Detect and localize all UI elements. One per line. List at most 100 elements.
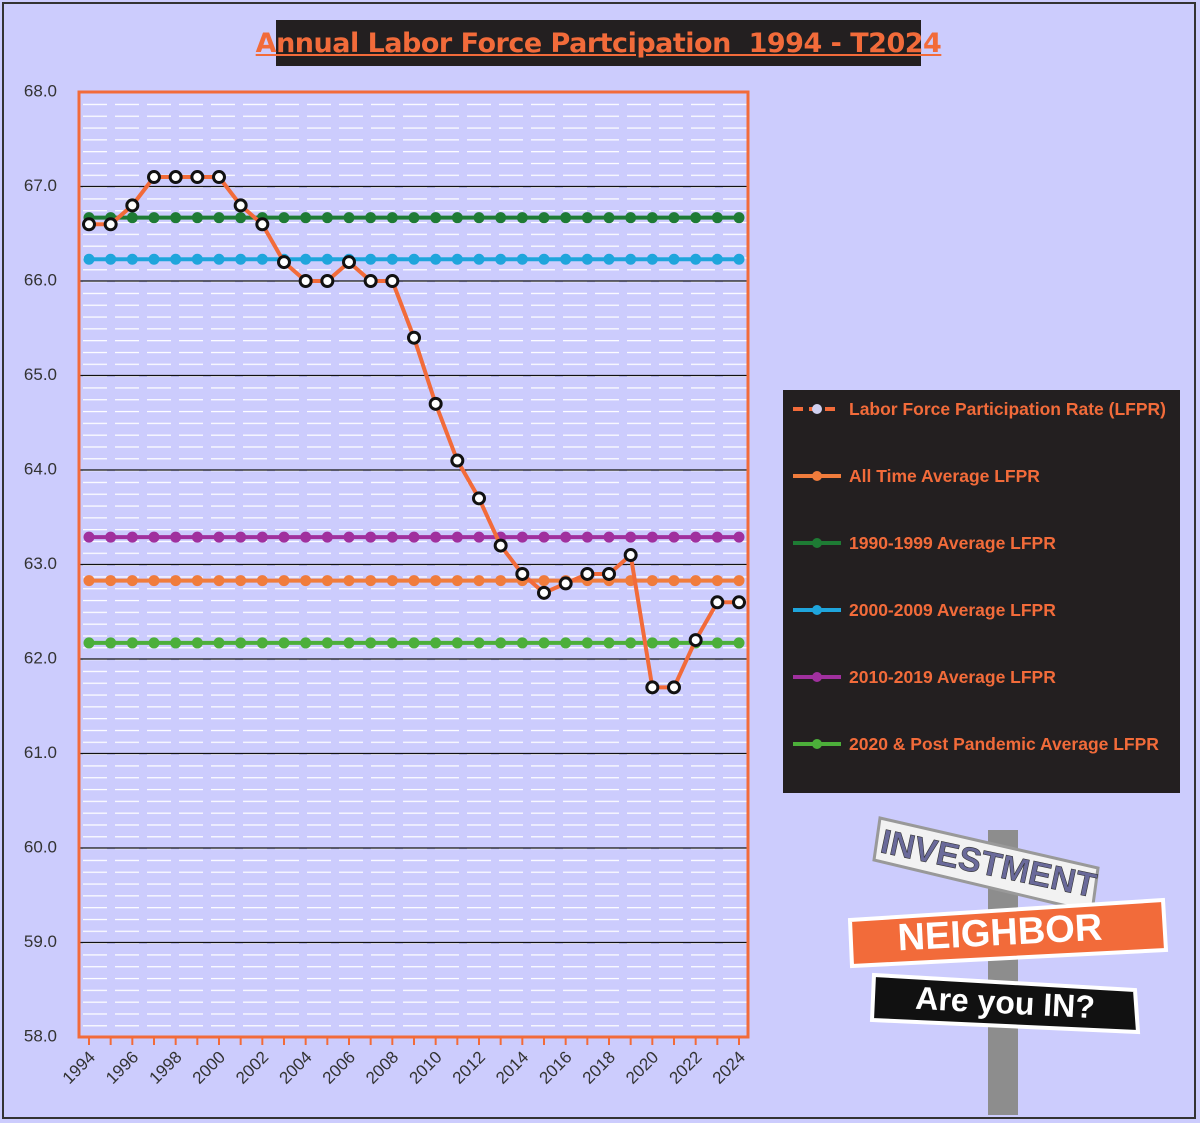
lfpr-marker xyxy=(602,566,616,581)
legend-item: All Time Average LFPR xyxy=(791,465,1174,532)
average-marker xyxy=(560,212,572,224)
average-marker xyxy=(711,575,723,587)
average-marker xyxy=(170,253,182,265)
average-marker xyxy=(148,253,160,265)
average-marker xyxy=(213,253,225,265)
x-tick-label: 2014 xyxy=(492,1048,532,1088)
average-marker xyxy=(148,531,160,543)
lfpr-marker xyxy=(168,170,183,185)
legend-swatch xyxy=(793,404,841,414)
legend: Labor Force Participation Rate (LFPR) All… xyxy=(783,390,1180,793)
lfpr-marker xyxy=(580,566,595,581)
average-marker xyxy=(733,212,745,224)
average-marker xyxy=(213,575,225,587)
x-tick-label: 1994 xyxy=(59,1048,99,1088)
x-tick-label: 2022 xyxy=(665,1048,705,1088)
average-marker xyxy=(213,637,225,649)
lfpr-marker xyxy=(667,680,681,695)
average-marker xyxy=(733,531,745,543)
average-marker xyxy=(321,575,333,587)
average-marker xyxy=(235,575,247,587)
chart-title: Annual Labor Force Partcipation 1994 - T… xyxy=(255,27,942,59)
plot-border xyxy=(77,90,750,1039)
legend-label: 2000-2009 Average LFPR xyxy=(849,600,1056,620)
lfpr-marker xyxy=(407,330,421,345)
average-marker xyxy=(625,637,637,649)
average-marker xyxy=(538,575,550,587)
average-marker xyxy=(711,637,723,649)
x-tick-label: 2024 xyxy=(709,1048,749,1088)
average-marker xyxy=(83,637,95,649)
x-tick-label: 2020 xyxy=(622,1048,662,1088)
average-marker xyxy=(343,531,355,543)
average-marker xyxy=(516,637,528,649)
legend-marker xyxy=(812,471,822,481)
average-marker xyxy=(126,575,138,587)
average-marker xyxy=(213,531,225,543)
average-marker xyxy=(495,212,507,224)
legend-marker xyxy=(812,739,822,749)
average-marker xyxy=(235,637,247,649)
lfpr-marker xyxy=(255,217,270,232)
average-marker xyxy=(451,212,463,224)
average-marker xyxy=(365,575,377,587)
average-marker xyxy=(386,637,398,649)
lfpr-marker xyxy=(125,198,140,213)
average-marker xyxy=(278,575,290,587)
average-marker xyxy=(148,212,160,224)
x-tick-label: 1998 xyxy=(145,1048,185,1088)
average-marker xyxy=(300,531,312,543)
average-marker xyxy=(365,253,377,265)
y-tick-label: 66.0 xyxy=(24,270,57,289)
sign-street xyxy=(869,972,1141,1035)
lfpr-marker xyxy=(147,170,161,185)
lfpr-marker xyxy=(342,255,356,270)
legend-label: All Time Average LFPR xyxy=(849,466,1040,486)
average-marker xyxy=(646,531,658,543)
x-tick-label: 2000 xyxy=(189,1048,229,1088)
average-marker xyxy=(235,212,247,224)
average-marker xyxy=(278,531,290,543)
average-marker xyxy=(365,212,377,224)
average-marker xyxy=(560,531,572,543)
average-marker xyxy=(213,212,225,224)
average-marker xyxy=(495,637,507,649)
x-tick-label: 2016 xyxy=(535,1048,575,1088)
y-tick-label: 62.0 xyxy=(24,648,57,667)
y-tick-label: 61.0 xyxy=(24,743,57,762)
average-marker xyxy=(408,212,420,224)
average-marker xyxy=(538,531,550,543)
average-marker xyxy=(646,575,658,587)
average-marker xyxy=(538,212,550,224)
average-marker xyxy=(581,212,593,224)
average-marker xyxy=(581,253,593,265)
average-marker xyxy=(711,531,723,543)
average-marker xyxy=(126,637,138,649)
average-marker xyxy=(560,253,572,265)
average-marker xyxy=(430,253,442,265)
lfpr-marker xyxy=(428,396,443,411)
average-marker xyxy=(126,253,138,265)
lfpr-marker xyxy=(710,595,725,610)
y-tick-label: 63.0 xyxy=(24,554,57,573)
average-marker xyxy=(668,637,680,649)
legend-label: 2020 & Post Pandemic Average LFPR xyxy=(849,734,1159,754)
x-tick-label: 2008 xyxy=(362,1048,402,1088)
y-tick-label: 60.0 xyxy=(24,837,57,856)
average-marker xyxy=(408,637,420,649)
average-marker xyxy=(343,575,355,587)
legend-marker xyxy=(812,538,822,548)
average-marker xyxy=(603,531,615,543)
lfpr-marker xyxy=(103,217,118,232)
lfpr-marker xyxy=(558,576,573,591)
lfpr-marker xyxy=(688,633,703,648)
average-marker xyxy=(538,253,550,265)
average-marker xyxy=(451,253,463,265)
average-marker xyxy=(451,531,463,543)
average-marker xyxy=(105,531,117,543)
average-marker xyxy=(83,575,95,587)
average-marker xyxy=(300,253,312,265)
average-marker xyxy=(625,531,637,543)
lfpr-marker xyxy=(277,255,291,270)
